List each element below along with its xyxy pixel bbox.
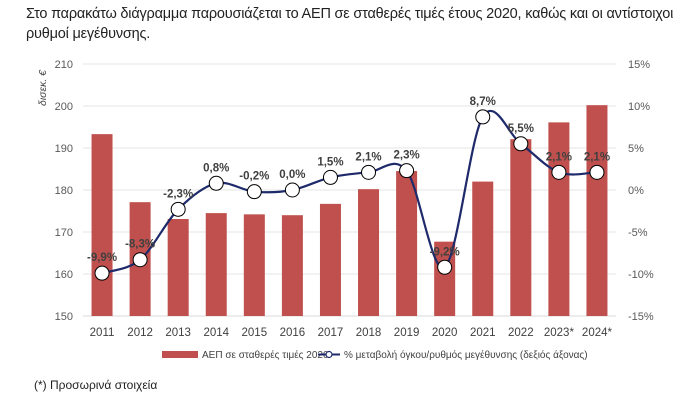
right-tick-label: -10% [628,269,654,281]
line-marker-2011 [94,265,110,281]
data-label: -9,2% [430,246,460,258]
left-axis-title: δισεκ. € [37,69,49,106]
left-tick-label: 180 [55,185,73,197]
bar-2021 [472,181,494,316]
bar-2014 [205,213,227,316]
x-tick-label: 2012 [127,327,153,339]
x-tick-label: 2013 [165,327,191,339]
bar-series [91,105,608,316]
bar-2024* [586,105,608,316]
x-tick-label: 2018 [356,327,382,339]
intro-text: Στο παρακάτω διάγραμμα παρουσιάζεται το … [26,6,674,42]
data-label: 0,0% [279,169,305,181]
bar-2019 [396,171,418,316]
x-tick-label: 2015 [242,327,268,339]
line-marker-2018 [361,164,377,180]
bar-2016 [281,215,303,316]
data-labels: -9,9% -8,3% -2,3% 0,8% -0,2% 0,0% 1,5% 2,1% 2,3%… [87,96,610,264]
line-marker-2013 [170,201,186,217]
x-tick-label: 2024* [582,327,613,339]
bar-2017 [319,203,341,316]
legend-bar-label: ΑΕΠ σε σταθερές τιμές 2020 [202,349,329,361]
left-tick-label: 190 [55,143,73,155]
data-label: 5,5% [508,123,534,135]
line-marker-2017 [322,169,338,185]
line-marker-2022 [513,136,529,152]
x-tick-label: 2014 [203,327,229,339]
right-tick-label: 15% [628,59,650,71]
line-marker-2023* [551,164,567,180]
x-tick-label: 2023* [544,327,575,339]
line-marker-2024* [589,164,605,180]
x-tick-label: 2017 [318,327,344,339]
line-marker-2020 [437,259,453,275]
legend-line-label: % μεταβολή όγκου/ρυθμός μεγέθυνσης (δεξι… [344,349,588,361]
right-axis: 15% 10% 5% 0% -5% -10% -15% [628,59,654,323]
data-label: 2,1% [584,151,610,163]
right-tick-label: 10% [628,101,650,113]
left-tick-label: 200 [55,101,73,113]
x-tick-label: 2021 [470,327,496,339]
left-tick-label: 150 [55,311,73,323]
x-tick-label: 2020 [432,327,458,339]
bar-2018 [358,189,380,316]
line-marker-2012 [132,252,148,268]
bar-2022 [510,139,532,316]
x-tick-label: 2016 [280,327,306,339]
line-marker-2015 [246,184,262,200]
x-tick-label: 2022 [508,327,534,339]
line-series [94,109,605,281]
legend: ΑΕΠ σε σταθερές τιμές 2020 % μεταβολή όγ… [162,349,588,361]
legend-line-marker [325,350,333,359]
line-marker-2021 [475,109,491,125]
data-label: -2,3% [163,188,193,200]
data-label: 1,5% [317,156,343,168]
x-tick-label: 2019 [394,327,420,339]
left-tick-label: 160 [55,269,73,281]
footnote: (*) Προσωρινά στοιχεία [34,378,158,392]
right-tick-label: 5% [628,143,644,155]
bar-2011 [91,134,113,316]
data-label: -0,2% [239,171,269,183]
x-tick-label: 2011 [90,327,115,339]
left-axis: 210 200 190 180 170 160 150 [55,59,73,323]
line-marker-2016 [284,182,300,198]
right-tick-label: 0% [628,185,644,197]
data-label: -8,3% [125,239,155,251]
data-label: 0,8% [203,162,229,174]
data-label: 2,3% [393,150,419,162]
data-label: 2,1% [546,151,572,163]
data-label: 2,1% [355,151,381,163]
x-axis: 2011 2012 2013 2014 2015 2016 2017 2018 2019 2020… [90,327,613,339]
right-tick-label: -5% [628,227,648,239]
right-tick-label: -15% [628,311,654,323]
line-marker-2019 [399,163,415,179]
bar-2015 [243,214,265,316]
left-tick-label: 210 [55,59,73,71]
bar-2013 [167,218,189,316]
data-label: -9,9% [87,252,117,264]
legend-bar-swatch [162,351,198,358]
line-marker-2014 [208,175,224,191]
data-label: 8,7% [470,96,496,108]
left-tick-label: 170 [55,227,73,239]
